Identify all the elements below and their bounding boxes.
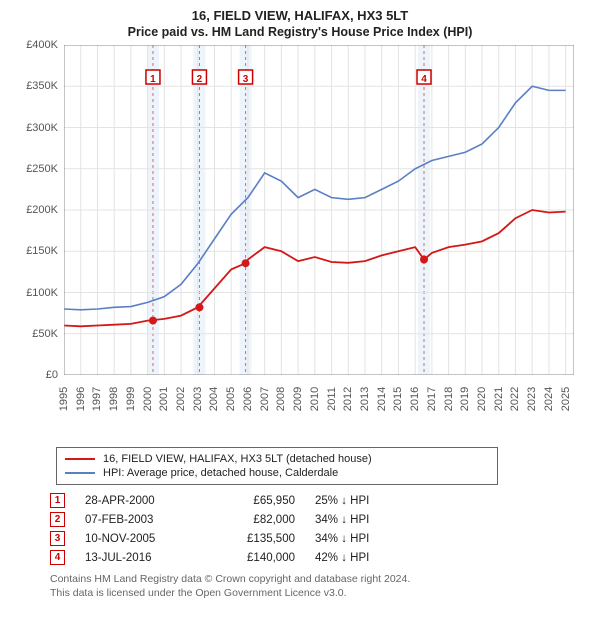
svg-text:3: 3 (243, 74, 249, 85)
x-axis-label: 2023 (526, 387, 538, 411)
y-axis-label: £400K (26, 39, 58, 51)
x-axis-label: 2025 (560, 387, 572, 411)
svg-text:2: 2 (197, 74, 203, 85)
legend-label: HPI: Average price, detached house, Cald… (103, 467, 338, 479)
transaction-delta: 34% ↓ HPI (315, 533, 405, 545)
y-axis-label: £300K (26, 122, 58, 134)
transaction-marker: 4 (50, 550, 65, 565)
transaction-date: 13-JUL-2016 (85, 552, 195, 564)
y-axis-label: £100K (26, 287, 58, 299)
transaction-marker: 1 (50, 493, 65, 508)
y-axis-label: £250K (26, 163, 58, 175)
transaction-price: £65,950 (215, 495, 295, 507)
x-axis-label: 2004 (208, 387, 220, 411)
x-axis-label: 2017 (426, 387, 438, 411)
transaction-date: 28-APR-2000 (85, 495, 195, 507)
x-axis-label: 2024 (543, 387, 555, 411)
legend-item: 16, FIELD VIEW, HALIFAX, HX3 5LT (detach… (65, 452, 489, 466)
transaction-delta: 25% ↓ HPI (315, 495, 405, 507)
x-axis-label: 1999 (125, 387, 137, 411)
x-axis-label: 2022 (509, 387, 521, 411)
x-axis-label: 2019 (459, 387, 471, 411)
transaction-marker: 2 (50, 512, 65, 527)
transaction-delta: 42% ↓ HPI (315, 552, 405, 564)
line-chart: 1 2 3 4 (64, 45, 574, 375)
x-axis-label: 2010 (309, 387, 321, 411)
legend-swatch (65, 472, 95, 474)
y-axis-label: £200K (26, 204, 58, 216)
x-axis-label: 2011 (326, 387, 338, 411)
x-axis-label: 2001 (158, 387, 170, 411)
x-axis-label: 2006 (242, 387, 254, 411)
x-axis-label: 2013 (359, 387, 371, 411)
transaction-row: 2 07-FEB-2003 £82,000 34% ↓ HPI (50, 510, 590, 529)
legend-item: HPI: Average price, detached house, Cald… (65, 466, 489, 480)
chart-container: £0£50K£100K£150K£200K£250K£300K£350K£400… (20, 45, 580, 415)
x-axis-label: 2012 (342, 387, 354, 411)
transaction-row: 1 28-APR-2000 £65,950 25% ↓ HPI (50, 491, 590, 510)
x-axis-label: 1998 (108, 387, 120, 411)
x-axis-label: 2009 (292, 387, 304, 411)
x-axis-label: 2002 (175, 387, 187, 411)
x-axis-label: 1997 (91, 387, 103, 411)
x-axis-label: 2014 (376, 387, 388, 411)
transactions-table: 1 28-APR-2000 £65,950 25% ↓ HPI2 07-FEB-… (50, 491, 590, 567)
legend-box: 16, FIELD VIEW, HALIFAX, HX3 5LT (detach… (56, 447, 498, 485)
y-axis-label: £350K (26, 80, 58, 92)
x-axis-label: 2000 (142, 387, 154, 411)
transaction-marker: 3 (50, 531, 65, 546)
y-axis-label: £0 (46, 369, 58, 381)
legend-swatch (65, 458, 95, 460)
x-axis-label: 2016 (409, 387, 421, 411)
transaction-date: 10-NOV-2005 (85, 533, 195, 545)
transaction-row: 4 13-JUL-2016 £140,000 42% ↓ HPI (50, 548, 590, 567)
footer-attribution: Contains HM Land Registry data © Crown c… (50, 573, 590, 600)
y-axis-label: £50K (32, 328, 58, 340)
legend-label: 16, FIELD VIEW, HALIFAX, HX3 5LT (detach… (103, 453, 372, 465)
transaction-delta: 34% ↓ HPI (315, 514, 405, 526)
chart-title: 16, FIELD VIEW, HALIFAX, HX3 5LT (10, 8, 590, 23)
svg-text:4: 4 (421, 74, 427, 85)
footer-line-1: Contains HM Land Registry data © Crown c… (50, 573, 590, 587)
x-axis-label: 1995 (58, 387, 70, 411)
transaction-price: £140,000 (215, 552, 295, 564)
transaction-price: £135,500 (215, 533, 295, 545)
x-axis-label: 2020 (476, 387, 488, 411)
x-axis-label: 2005 (225, 387, 237, 411)
x-axis-label: 2007 (259, 387, 271, 411)
x-axis-label: 2008 (275, 387, 287, 411)
x-axis-label: 2021 (493, 387, 505, 411)
transaction-date: 07-FEB-2003 (85, 514, 195, 526)
x-axis-label: 1996 (75, 387, 87, 411)
x-axis-label: 2003 (192, 387, 204, 411)
transaction-row: 3 10-NOV-2005 £135,500 34% ↓ HPI (50, 529, 590, 548)
transaction-price: £82,000 (215, 514, 295, 526)
y-axis-label: £150K (26, 245, 58, 257)
x-axis-label: 2015 (392, 387, 404, 411)
svg-text:1: 1 (150, 74, 156, 85)
chart-subtitle: Price paid vs. HM Land Registry's House … (10, 25, 590, 39)
x-axis-label: 2018 (443, 387, 455, 411)
footer-line-2: This data is licensed under the Open Gov… (50, 587, 590, 601)
